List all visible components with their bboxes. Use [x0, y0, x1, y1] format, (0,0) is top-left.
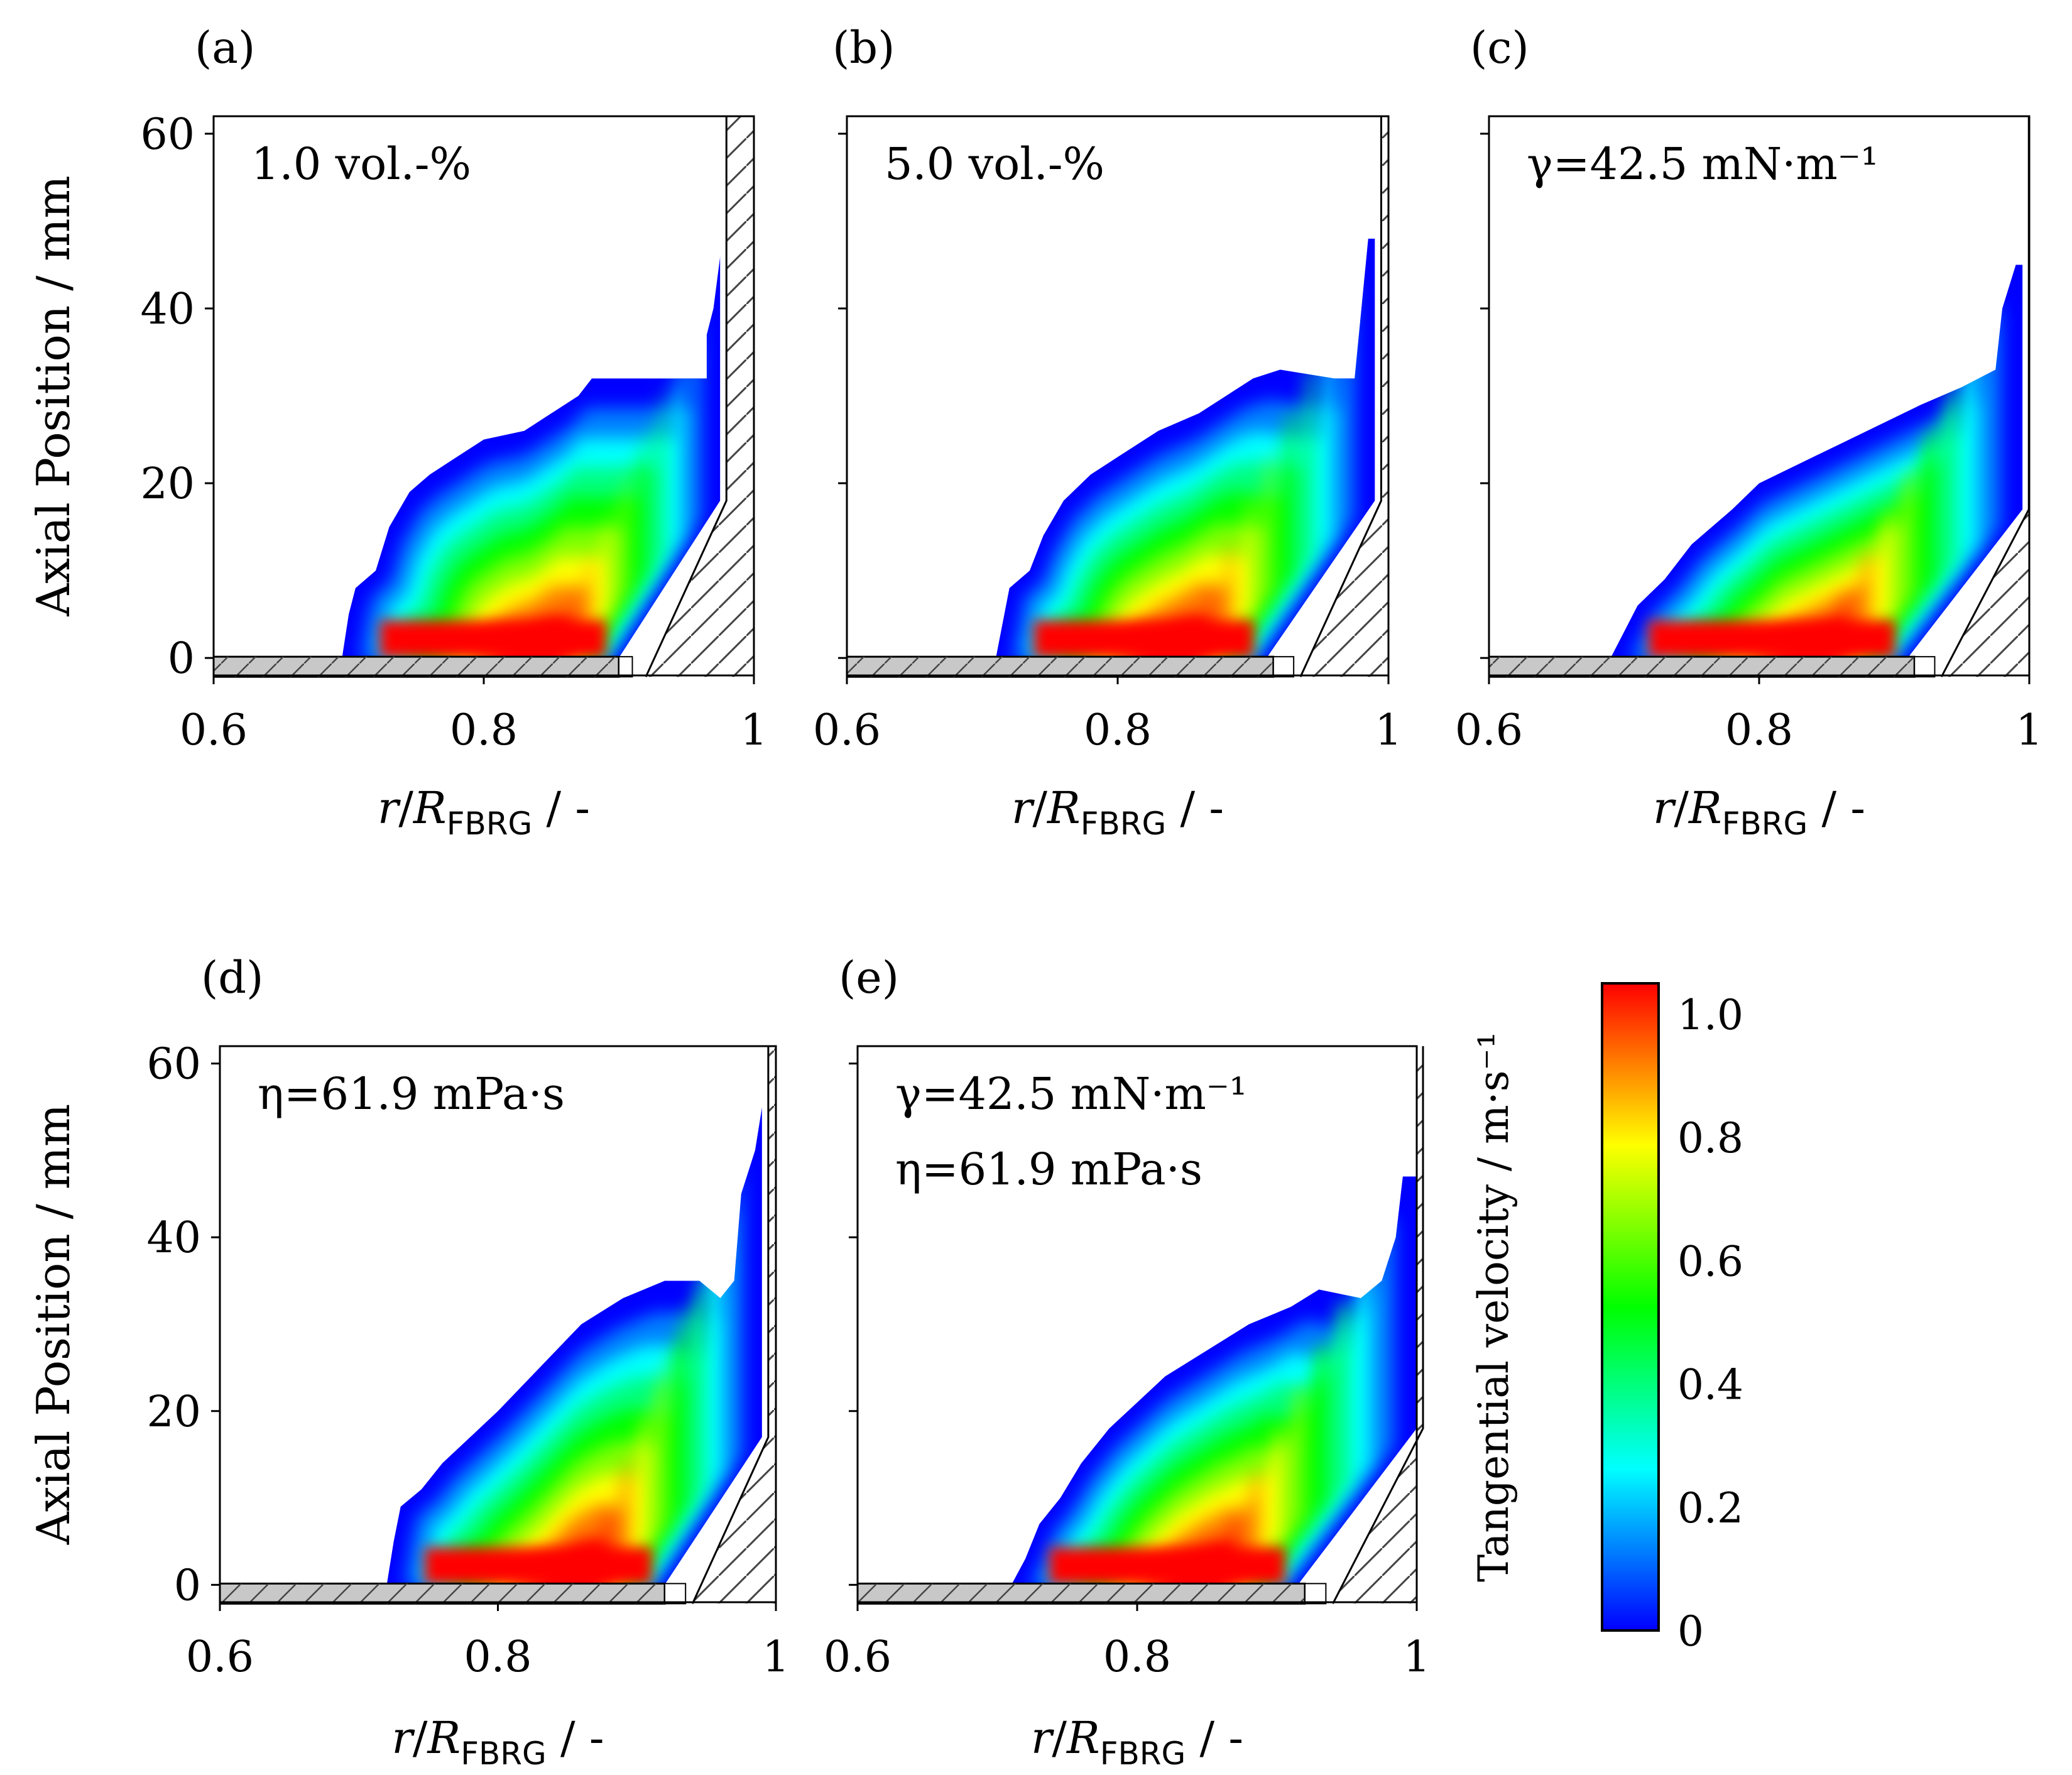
panel-label: (a) [195, 22, 255, 74]
panel-label: (c) [1470, 22, 1529, 74]
panel-c: 0.6 0.8 1 (c) γ=42.5 mN·m⁻¹ r/RFBRG / - [1455, 22, 2043, 842]
panel-annotation: 5.0 vol.-% [885, 138, 1104, 190]
wall-hatch [1333, 1046, 1423, 1604]
x-tick-label: 0.8 [464, 1632, 532, 1682]
colorbar: 0 0.2 0.4 0.6 0.8 1.0 Tangential velocity / m·… [1469, 982, 1743, 1656]
x-tick-label: 0.6 [824, 1632, 892, 1682]
x-tick-label: 0.6 [180, 706, 248, 755]
y-axis-label: Axial Position / mm [27, 175, 80, 617]
colorbar-tick-label: 0 [1677, 1607, 1704, 1656]
velocity-field [386, 1106, 762, 1585]
field-bottom-core [1648, 620, 1895, 658]
x-axis-label: r/RFBRG / - [378, 782, 590, 842]
panel-b: 0.6 0.8 1 (b) 5.0 vol.-% r/RFBRG / - [813, 22, 1402, 842]
x-axis-label: r/RFBRG / - [1653, 782, 1865, 842]
x-tick-label: 0.8 [1084, 706, 1152, 755]
panel-d: 0 20 40 60 0.6 0.8 1 (d) η=61.9 mPa·s r/RFBRG / -… [27, 952, 790, 1772]
x-tick-label: 1 [2015, 706, 2042, 755]
x-tick-label: 0.8 [1103, 1632, 1171, 1682]
y-tick-label: 60 [146, 1040, 201, 1090]
colorbar-tick-label: 0.6 [1677, 1237, 1743, 1286]
panel-annotation: γ=42.5 mN·m⁻¹ [1527, 138, 1878, 190]
x-tick-label: 1 [1403, 1632, 1430, 1682]
field-bottom-core [424, 1547, 652, 1585]
colorbar-tick-label: 0.8 [1677, 1114, 1743, 1162]
x-tick-label: 0.6 [813, 706, 881, 755]
panel-annotation: η=61.9 mPa·s [895, 1144, 1202, 1195]
panel-e: 0.6 0.8 1 (e) γ=42.5 mN·m⁻¹ η=61.9 mPa·s r/RFB… [824, 952, 1431, 1772]
y-tick-label: 0 [174, 1561, 201, 1610]
x-axis-label: r/RFBRG / - [1031, 1712, 1243, 1772]
ring-plate-hatch [220, 1583, 665, 1604]
velocity-field [996, 238, 1375, 658]
panel-annotation: η=61.9 mPa·s [258, 1068, 565, 1120]
panel-label: (b) [832, 22, 895, 74]
x-tick-label: 0.6 [186, 1632, 254, 1682]
y-axis-label: Axial Position / mm [27, 1104, 80, 1546]
x-tick-label: 0.6 [1455, 706, 1523, 755]
ring-plate-hatch [858, 1583, 1305, 1604]
x-tick-label: 1 [740, 706, 767, 755]
y-tick-label: 0 [168, 634, 195, 684]
velocity-field [342, 256, 721, 658]
colorbar-title: Tangential velocity / m·s⁻¹ [1469, 1032, 1518, 1582]
colorbar-tick-label: 0.2 [1677, 1484, 1743, 1532]
ring-gap [1914, 656, 1936, 678]
wall-hatch [1300, 116, 1388, 677]
y-tick-label: 20 [146, 1387, 201, 1437]
x-axis-label: r/RFBRG / - [1011, 782, 1224, 842]
velocity-field [1011, 1176, 1417, 1585]
field-bottom-core [379, 620, 606, 658]
x-tick-label: 1 [762, 1632, 789, 1682]
wall-outline [1299, 116, 1382, 677]
colorbar-tick-label: 0.4 [1677, 1361, 1743, 1409]
wall-outline [645, 116, 728, 677]
ring-plate-hatch [214, 657, 619, 677]
colorbar-tick-label: 1.0 [1677, 991, 1743, 1039]
wall-hatch [692, 1046, 776, 1604]
field-bottom-core [1033, 620, 1255, 658]
panel-annotation: 1.0 vol.-% [251, 138, 471, 190]
velocity-field [1610, 265, 2023, 658]
panel-annotation: γ=42.5 mN·m⁻¹ [895, 1068, 1247, 1120]
y-tick-label: 20 [140, 459, 195, 509]
ring-plate-hatch [1489, 657, 1915, 677]
x-tick-label: 0.8 [450, 706, 518, 755]
field-bottom-core [1049, 1547, 1285, 1585]
panel-label: (d) [201, 952, 263, 1003]
ring-gap [1272, 656, 1295, 678]
wall-hatch [1941, 116, 2029, 677]
panel-label: (e) [839, 952, 899, 1003]
ring-plate-hatch [847, 657, 1273, 677]
y-tick-label: 40 [146, 1213, 201, 1263]
wall-outline [1332, 1046, 1424, 1605]
x-tick-label: 0.8 [1725, 706, 1793, 755]
ring-gap [618, 656, 633, 678]
ring-gap [664, 1583, 687, 1605]
x-tick-label: 1 [1375, 706, 1402, 755]
y-tick-label: 40 [140, 285, 195, 334]
x-axis-label: r/RFBRG / - [391, 1712, 604, 1772]
panel-a: 0 20 40 60 0.6 0.8 1 (a) 1.0 vol.-% r/RFBRG / - Ax… [27, 22, 768, 842]
wall-outline [691, 1046, 770, 1604]
y-tick-label: 60 [140, 110, 195, 160]
ring-gap [1304, 1583, 1327, 1605]
colorbar-bar [1601, 982, 1660, 1632]
